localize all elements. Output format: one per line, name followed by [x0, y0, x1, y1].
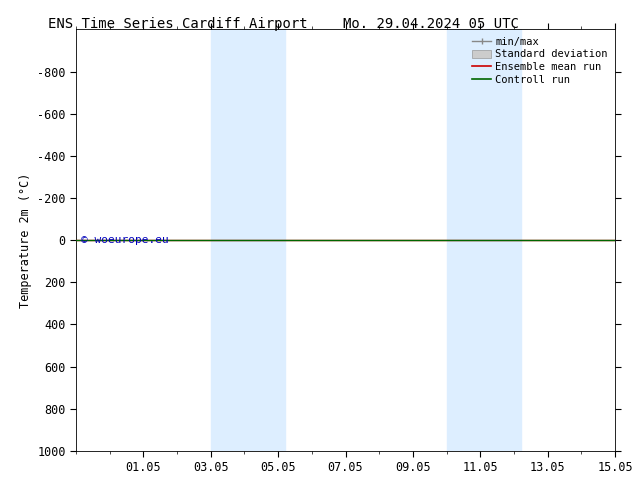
Legend: min/max, Standard deviation, Ensemble mean run, Controll run: min/max, Standard deviation, Ensemble me… — [470, 35, 610, 87]
Text: © woeurope.eu: © woeurope.eu — [81, 235, 169, 245]
Bar — [446, 29, 521, 451]
Bar — [210, 29, 285, 451]
Y-axis label: Temperature 2m (°C): Temperature 2m (°C) — [18, 172, 32, 308]
Text: ENS Time Series Cardiff Airport: ENS Time Series Cardiff Airport — [48, 17, 307, 31]
Text: Mo. 29.04.2024 05 UTC: Mo. 29.04.2024 05 UTC — [343, 17, 519, 31]
